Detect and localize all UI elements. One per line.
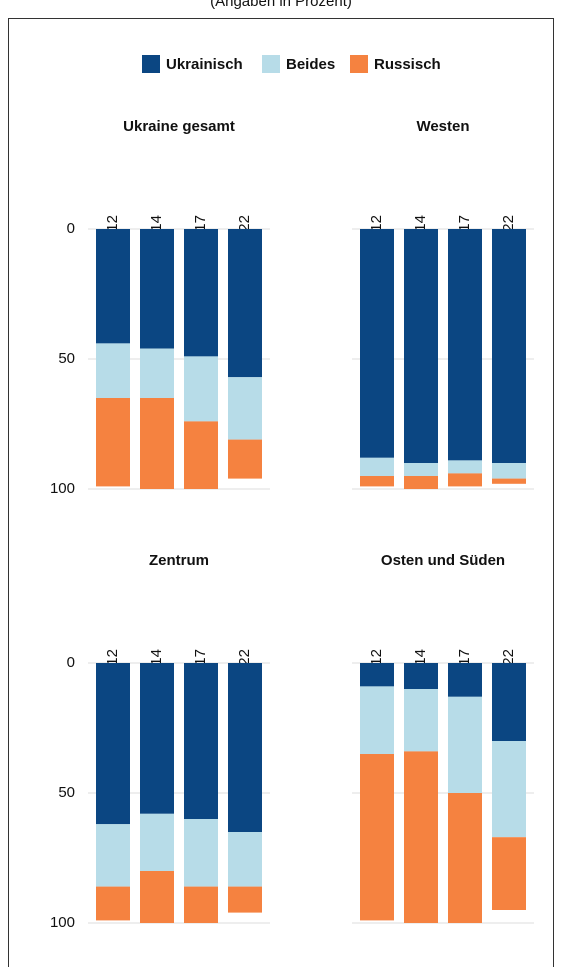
bar-segment (360, 663, 394, 687)
bar-segment (96, 343, 130, 398)
bar-segment (184, 356, 218, 422)
bar-segment (360, 754, 394, 921)
legend-label: Ukrainisch (166, 56, 243, 73)
bar-segment (404, 229, 438, 463)
y-tick-label: 100 (50, 914, 75, 931)
bar-segment (96, 398, 130, 487)
bar-segment (492, 741, 526, 838)
bar-segment (140, 229, 174, 349)
bar-segment (404, 463, 438, 476)
bar-segment (184, 421, 218, 489)
bar-segment (184, 819, 218, 887)
bar-segment (360, 686, 394, 754)
bar-segment (360, 229, 394, 458)
subtitle: (Angaben in Prozent) (210, 0, 352, 10)
bar-segment (140, 663, 174, 814)
bar-segment (404, 476, 438, 489)
bar-segment (228, 377, 262, 440)
bar-segment (140, 398, 174, 489)
bar-segment (96, 663, 130, 825)
bar-segment (228, 832, 262, 887)
bar-segment (184, 229, 218, 357)
bar-segment (228, 439, 262, 479)
bar-segment (228, 229, 262, 378)
legend-label: Russisch (374, 56, 441, 73)
bar-segment (140, 871, 174, 923)
bar-segment (448, 473, 482, 487)
bar-segment (492, 663, 526, 741)
bar-segment (96, 886, 130, 921)
bar-segment (492, 837, 526, 910)
bar-segment (404, 663, 438, 689)
panel-title: Osten und Süden (381, 552, 505, 569)
bar-segment (448, 793, 482, 923)
bar-segment (228, 663, 262, 832)
legend-swatch (142, 55, 160, 73)
bar-segment (492, 463, 526, 479)
bar-segment (404, 689, 438, 752)
y-tick-label: 100 (50, 480, 75, 497)
bar-segment (96, 824, 130, 887)
bar-segment (184, 886, 218, 923)
y-tick-label: 0 (67, 654, 75, 671)
legend-label: Beides (286, 56, 335, 73)
y-tick-label: 50 (58, 784, 75, 801)
bar-segment (140, 348, 174, 398)
legend-swatch (262, 55, 280, 73)
bar-segment (448, 229, 482, 461)
bar-segment (360, 457, 394, 476)
bar-segment (140, 813, 174, 871)
panel-title: Ukraine gesamt (123, 118, 235, 135)
bar-segment (184, 663, 218, 819)
bar-segment (448, 696, 482, 793)
bar-segment (492, 229, 526, 463)
panel-title: Zentrum (149, 552, 209, 569)
bar-segment (448, 663, 482, 697)
bar-segment (360, 476, 394, 487)
bar-segment (404, 751, 438, 923)
y-tick-label: 50 (58, 350, 75, 367)
bar-segment (228, 886, 262, 913)
y-tick-label: 0 (67, 220, 75, 237)
bar-segment (96, 229, 130, 344)
legend-swatch (350, 55, 368, 73)
bar-segment (492, 478, 526, 484)
frame (8, 18, 554, 967)
panel-title: Westen (416, 118, 469, 135)
bar-segment (448, 460, 482, 474)
